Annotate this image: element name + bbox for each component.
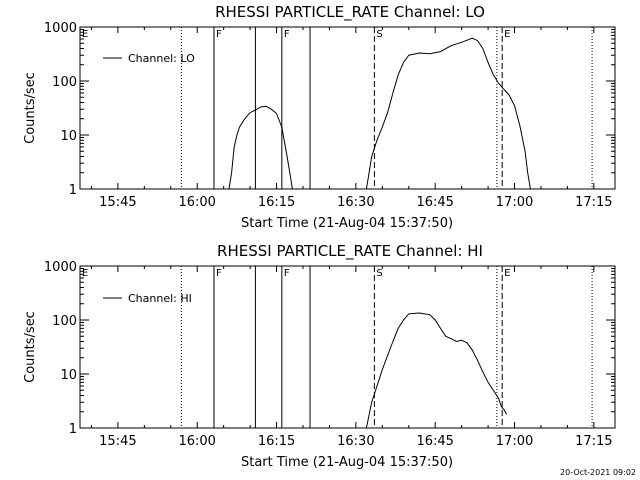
x-tick-label: 16:30 [337, 434, 374, 449]
vertical-marker-label: F [284, 29, 290, 40]
x-tick-label: 15:45 [99, 195, 136, 210]
timestamp-stamp: 20-Oct-2021 09:02 [560, 468, 636, 477]
y-tick-label: 1000 [44, 260, 77, 275]
x-tick-label: 17:15 [575, 434, 612, 449]
vertical-marker-label: E [504, 29, 510, 40]
x-tick-label: 16:00 [178, 434, 215, 449]
vertical-marker-label: F [216, 29, 222, 40]
x-axis-label: Start Time (21-Aug-04 15:37:50) [241, 216, 453, 231]
chart-title: RHESSI PARTICLE_RATE Channel: LO [215, 3, 485, 22]
series-line [228, 37, 531, 190]
series-line [365, 312, 508, 429]
x-tick-label: 16:00 [178, 195, 215, 210]
x-tick-label: 16:15 [258, 195, 295, 210]
x-axis-label: Start Time (21-Aug-04 15:37:50) [241, 455, 453, 470]
legend-label: Channel: HI [128, 292, 192, 305]
y-tick-label: 1 [69, 183, 77, 198]
corner-marker: E [82, 268, 88, 279]
vertical-marker-label: S [376, 268, 382, 279]
panel-hi: RHESSI PARTICLE_RATE Channel: HI Counts/… [23, 242, 616, 470]
legend-label: Channel: LO [128, 52, 195, 65]
x-tick-label: 16:15 [258, 434, 295, 449]
chart-title: RHESSI PARTICLE_RATE Channel: HI [217, 242, 483, 261]
vertical-marker-label: E [504, 268, 510, 279]
x-tick-label: 16:45 [416, 434, 453, 449]
x-tick-label: 17:00 [496, 195, 533, 210]
x-tick-label: 17:00 [496, 434, 533, 449]
y-tick-label: 10 [60, 368, 77, 383]
y-tick-label: 1 [69, 422, 77, 437]
y-tick-label: 100 [52, 314, 77, 329]
plot-frame [79, 265, 616, 429]
y-tick-label: 1000 [44, 21, 77, 36]
y-tick-label: 100 [52, 75, 77, 90]
x-tick-label: 17:15 [575, 195, 612, 210]
vertical-marker-label: S [376, 29, 382, 40]
y-axis-label: Counts/sec [23, 311, 38, 383]
x-tick-label: 16:30 [337, 195, 374, 210]
y-tick-label: 10 [60, 129, 77, 144]
x-tick-label: 16:45 [416, 195, 453, 210]
x-tick-label: 15:45 [99, 434, 136, 449]
vertical-marker-label: F [216, 268, 222, 279]
corner-marker: E [82, 29, 88, 40]
y-axis-label: Counts/sec [23, 72, 38, 144]
panel-lo: RHESSI PARTICLE_RATE Channel: LO Counts/… [23, 3, 616, 231]
vertical-marker-label: F [284, 268, 290, 279]
